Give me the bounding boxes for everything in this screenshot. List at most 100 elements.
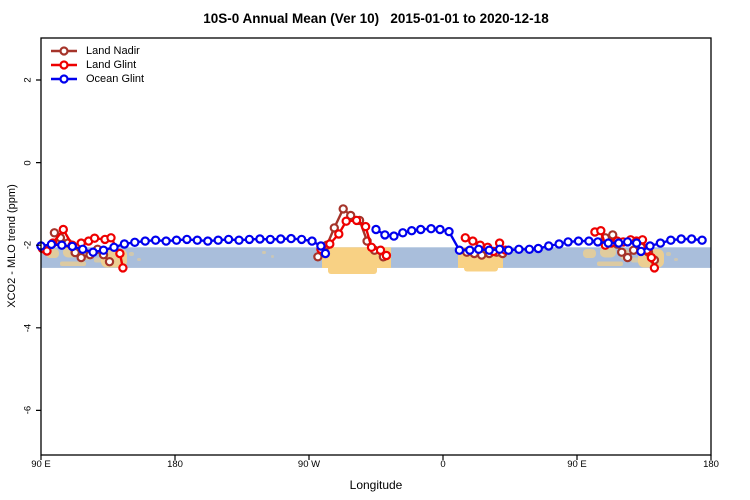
series-marker-2 (57, 240, 67, 250)
series-marker-0 (346, 210, 356, 221)
series-marker-2 (234, 235, 244, 245)
series-marker-1 (375, 245, 386, 255)
series-marker-1 (646, 252, 657, 263)
series-marker-2 (46, 239, 57, 250)
series-marker-1 (341, 216, 351, 226)
map-band-land (271, 255, 274, 258)
series-marker-2 (88, 247, 98, 257)
legend-label: Land Glint (86, 59, 137, 71)
series-marker-1 (468, 236, 478, 246)
series-marker-2 (697, 235, 707, 245)
map-band-land (674, 258, 678, 261)
series-marker-0 (104, 257, 115, 267)
series-marker-2 (77, 244, 88, 254)
y-tick-label: 0 (22, 159, 34, 166)
series-marker-0 (338, 204, 348, 214)
y-tick-label: 2 (22, 77, 34, 83)
series-marker-2 (307, 236, 317, 246)
map-band-land (60, 261, 86, 266)
series-marker-2 (636, 246, 646, 257)
series-marker-2 (614, 238, 624, 248)
series-marker-2 (676, 234, 686, 244)
legend: Land Nadir Land Glint Ocean Glint (49, 44, 144, 86)
series-marker-2 (407, 225, 417, 236)
series-marker-2 (494, 244, 505, 254)
series-marker-1 (360, 221, 371, 232)
series-marker-2 (686, 234, 697, 244)
series-marker-2 (203, 236, 213, 246)
y-tick-label: -2 (22, 240, 34, 250)
legend-line-marker-icon (51, 60, 77, 70)
map-band-land (94, 257, 103, 263)
series-marker-2 (320, 248, 331, 259)
map-band-land (137, 258, 141, 261)
x-tick-label: 90 E (31, 459, 51, 470)
series-marker-2 (533, 243, 544, 254)
series-marker-2 (119, 239, 130, 249)
x-tick-label: 90 W (297, 459, 321, 470)
series-marker-0 (76, 252, 86, 263)
series-marker-2 (192, 235, 202, 245)
series-marker-1 (325, 239, 335, 249)
series-marker-2 (554, 239, 564, 249)
map-band-land (666, 252, 671, 256)
series-marker-1 (89, 233, 100, 243)
legend-line-marker-icon (51, 74, 77, 84)
series-marker-2 (593, 237, 603, 247)
series-marker-2 (435, 224, 445, 235)
series-marker-0 (617, 247, 627, 257)
y-tick-label: -6 (22, 406, 34, 415)
series-marker-2 (316, 241, 326, 251)
series-marker-2 (426, 223, 436, 234)
legend-label: Ocean Glint (86, 73, 145, 85)
series-marker-1 (106, 233, 116, 243)
series-marker-2 (584, 236, 594, 246)
series-marker-2 (182, 234, 192, 245)
series-marker-2 (416, 224, 426, 235)
series-marker-2 (244, 234, 255, 245)
series-marker-1 (649, 263, 660, 273)
series-marker-2 (444, 226, 454, 237)
series-marker-2 (140, 236, 150, 246)
series-marker-1 (118, 263, 128, 273)
series-marker-2 (454, 245, 465, 255)
series-marker-1 (351, 215, 362, 226)
x-tick-label: 90 E (567, 459, 587, 470)
series-marker-2 (213, 235, 223, 245)
plot-frame (40, 37, 712, 456)
legend-label: Land Nadir (86, 45, 140, 57)
legend-item-land-nadir: Land Nadir (49, 44, 144, 58)
series-marker-0 (608, 230, 618, 240)
x-tick-label: 180 (703, 459, 719, 470)
series-marker-2 (398, 228, 408, 238)
series-marker-0 (313, 252, 323, 262)
map-band-land (597, 261, 623, 266)
chart-title: 10S-0 Annual Mean (Ver 10) 2015-01-01 to… (203, 11, 549, 26)
series-marker-2 (622, 237, 633, 247)
series-marker-2 (503, 245, 514, 255)
legend-item-ocean-glint: Ocean Glint (49, 72, 144, 86)
series-marker-2 (255, 234, 265, 244)
series-marker-1 (460, 233, 470, 243)
series-marker-1 (58, 224, 69, 235)
series-marker-2 (150, 235, 161, 245)
series-marker-2 (371, 224, 381, 235)
map-band-land (328, 264, 377, 274)
series-marker-2 (296, 234, 307, 245)
series-marker-1 (366, 242, 377, 252)
series-marker-2 (286, 233, 296, 244)
series-marker-1 (115, 248, 125, 259)
x-axis-title: Longitude (349, 478, 403, 492)
x-tick-label: 0 (440, 459, 446, 470)
series-marker-2 (389, 231, 399, 241)
x-tick-label: 180 (167, 459, 183, 470)
series-marker-1 (596, 225, 606, 236)
legend-item-land-glint: Land Glint (49, 58, 144, 72)
series-marker-2 (544, 241, 554, 251)
series-marker-2 (223, 234, 234, 245)
series-marker-2 (563, 237, 573, 247)
map-band-land (464, 264, 498, 272)
series-marker-2 (276, 234, 286, 244)
